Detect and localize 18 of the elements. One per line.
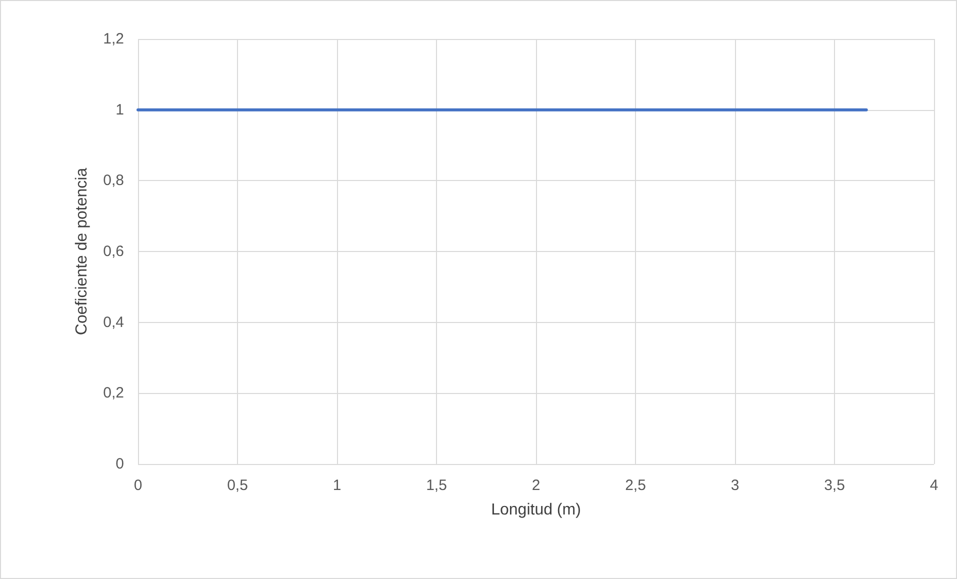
x-tick-label: 1 (332, 477, 342, 494)
y-tick-label: 0,6 (103, 243, 124, 260)
y-tick-label: 0 (116, 456, 124, 472)
x-tick-label: 1,5 (426, 477, 447, 494)
y-tick-label: 1 (116, 101, 124, 118)
x-tick-label: 0,5 (227, 477, 248, 494)
x-tick-label: 2,5 (625, 477, 646, 494)
x-tick-label: 2 (532, 477, 540, 494)
y-tick-label: 0,8 (103, 172, 124, 190)
y-tick-label: 0,4 (103, 314, 124, 331)
x-tick-label: 0 (134, 477, 142, 494)
y-tick-label: 1,2 (103, 30, 124, 48)
x-axis-title: Longitud (m) (491, 502, 581, 518)
y-tick-label: 0,2 (103, 384, 124, 402)
x-tick-label: 3,5 (824, 477, 845, 494)
x-tick-label: 4 (930, 477, 938, 494)
y-axis-title: Coeficiente de potencia (74, 168, 90, 336)
x-tick-label: 3 (730, 477, 740, 494)
